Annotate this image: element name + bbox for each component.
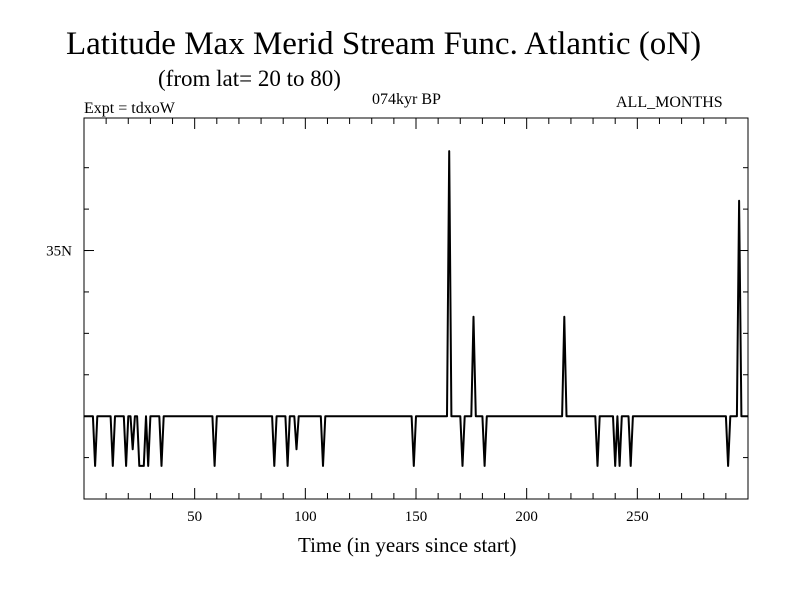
period-label: 074kyr BP (372, 91, 441, 108)
x-tick-label: 50 (187, 509, 202, 525)
x-tick-label: 150 (405, 509, 428, 525)
chart-subtitle: (from lat= 20 to 80) (158, 66, 341, 91)
y-tick-label: 35N (46, 244, 72, 260)
series-line (84, 150, 748, 467)
x-tick-label: 200 (515, 509, 538, 525)
x-axis-label: Time (in years since start) (298, 533, 517, 557)
months-label: ALL_MONTHS (616, 94, 723, 111)
experiment-label: Expt = tdxoW (84, 100, 175, 117)
x-tick-label: 100 (294, 509, 317, 525)
plot-frame (83, 117, 749, 500)
x-tick-label: 250 (626, 509, 649, 525)
chart-title: Latitude Max Merid Stream Func. Atlantic… (66, 26, 702, 62)
